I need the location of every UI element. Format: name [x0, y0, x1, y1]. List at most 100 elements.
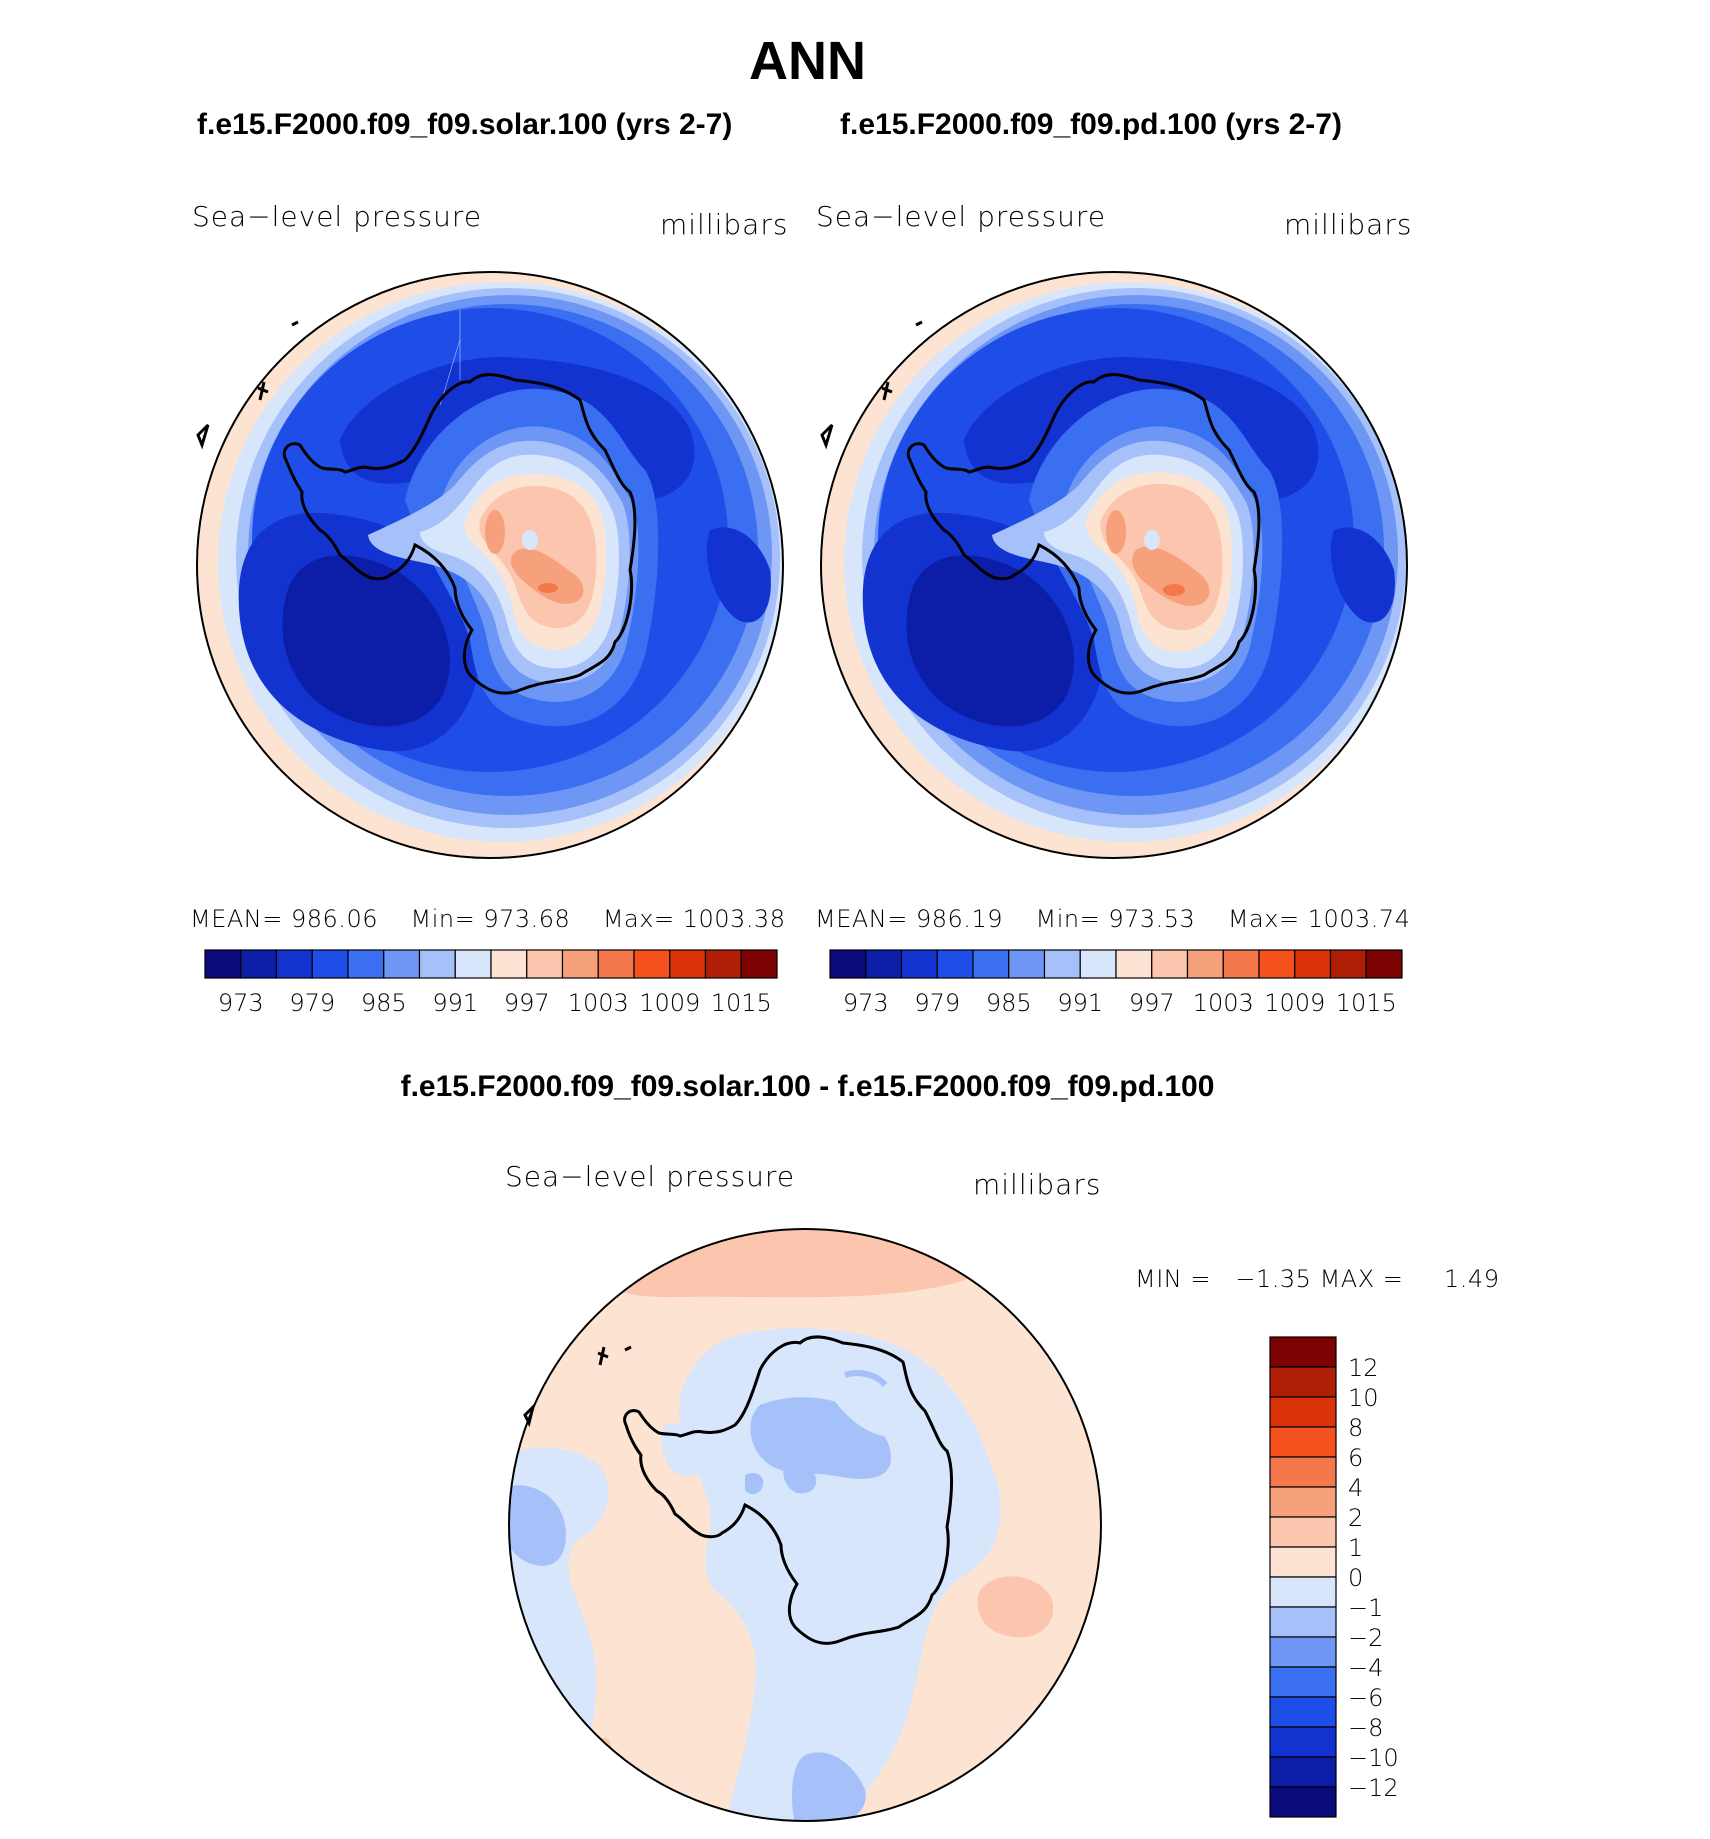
negative-anomaly [792, 1752, 866, 1821]
antarctica-coastline [282, 373, 637, 695]
diff-units-label: millibars [973, 1168, 1102, 1201]
negative-anomaly [844, 1370, 888, 1388]
colorbar-tick-label: 1015 [1336, 989, 1397, 1015]
colorbar-tick-label: 973 [843, 989, 889, 1015]
panel1-mean-label: MEAN= [190, 905, 283, 933]
colorbar-swatch [669, 949, 707, 979]
colorbar-swatch [1329, 949, 1367, 979]
low-pressure-hole [1144, 530, 1160, 550]
panel2-map-border [820, 271, 1408, 859]
diff-map-border [508, 1228, 1102, 1822]
colorbar-swatch [383, 949, 421, 979]
antarctica-coastline [623, 1335, 954, 1645]
high-pressure-core [1163, 584, 1185, 596]
colorbar-swatch [865, 949, 903, 979]
colorbar-swatch [1269, 1636, 1337, 1668]
colorbar-tick-label: 1003 [568, 989, 629, 1015]
colorbar-tick-label: 1 [1348, 1534, 1363, 1562]
diff-title: f.e15.F2000.f09_f09.solar.100 - f.e15.F2… [400, 1070, 1215, 1103]
colorbar-swatch [1269, 1426, 1337, 1458]
diff-min-label: MIN = [1135, 1265, 1211, 1293]
colorbar-swatch [1222, 949, 1260, 979]
antarctica-coastline [906, 373, 1261, 695]
colorbar-swatch [1151, 949, 1189, 979]
panel1-min-label: Min= [410, 905, 476, 933]
colorbar-swatch [704, 949, 742, 979]
colorbar-swatch [1008, 949, 1046, 979]
diff-variable-label: Sea−level pressure [505, 1160, 796, 1193]
colorbar-swatch [1079, 949, 1117, 979]
colorbar-tick-label: 973 [218, 989, 264, 1015]
colorbar-swatch [900, 949, 938, 979]
high-pressure-core [1132, 546, 1210, 606]
continent-edge-coastline [820, 423, 834, 450]
island-coastline [257, 381, 269, 401]
colorbar-tick-label: 997 [504, 989, 550, 1015]
colorbar-swatch [829, 949, 867, 979]
panel2-max-label: Max= [1227, 905, 1300, 933]
panel2-map [820, 271, 1408, 859]
island-coastline [881, 381, 893, 401]
panel1-map [196, 271, 784, 859]
colorbar-swatch [1269, 1456, 1337, 1488]
panel2-variable-label: Sea−level pressure [816, 200, 1107, 233]
low-pressure-core [706, 527, 771, 623]
panel1-max-value: 1003.38 [682, 905, 786, 933]
positive-anomaly [592, 1229, 984, 1298]
colorbar-swatch [1269, 1756, 1337, 1788]
panel2-min-label: Min= [1035, 905, 1101, 933]
colorbar-swatch [1269, 1666, 1337, 1698]
colorbar-swatch [1269, 1396, 1337, 1428]
diff-minmax: MIN = −1.35 MAX = 1.49 [1135, 1265, 1499, 1293]
island-coastline [291, 320, 299, 327]
panel1-units-label: millibars [660, 208, 789, 241]
colorbar-tick-label: 979 [914, 989, 960, 1015]
colorbar-tick-label: −10 [1348, 1744, 1399, 1772]
colorbar-tick-label: 2 [1348, 1504, 1363, 1532]
colorbar-swatch [240, 949, 278, 979]
colorbar-tick-label: 8 [1348, 1414, 1363, 1442]
low-pressure-core [282, 555, 450, 727]
colorbar-swatch [1269, 1366, 1337, 1398]
panel1-subtitle: f.e15.F2000.f09_f09.solar.100 (yrs 2-7) [197, 108, 733, 141]
colorbar-swatch [633, 949, 671, 979]
panel2-mean-label: MEAN= [815, 905, 908, 933]
colorbar-swatch [1365, 949, 1403, 979]
colorbar-swatch [204, 949, 242, 979]
colorbar-tick-label: 1009 [639, 989, 700, 1015]
colorbar-swatch [936, 949, 974, 979]
negative-anomaly [509, 1485, 566, 1566]
negative-anomaly [660, 1423, 706, 1477]
colorbar-tick-label: −12 [1348, 1774, 1399, 1802]
negative-anomaly [830, 1392, 901, 1437]
panel2-max-value: 1003.74 [1307, 905, 1411, 933]
colorbar-tick-label: −6 [1348, 1684, 1383, 1712]
colorbar-swatch [1043, 949, 1081, 979]
colorbar-tick-label: 991 [432, 989, 478, 1015]
colorbar-swatch [490, 949, 528, 979]
positive-anomaly [977, 1576, 1054, 1638]
colorbar-tick-label: 997 [1129, 989, 1175, 1015]
colorbar-swatch [1115, 949, 1153, 979]
panel2-units-label: millibars [1284, 208, 1413, 241]
negative-anomaly [783, 1461, 817, 1494]
colorbar-tick-label: −4 [1348, 1654, 1383, 1682]
colorbar-swatch [1269, 1726, 1337, 1758]
colorbar-swatch [526, 949, 564, 979]
panel1-max-label: Max= [602, 905, 675, 933]
colorbar-swatch [1269, 1486, 1337, 1518]
positive-anomaly [545, 1737, 612, 1821]
colorbar-tick-label: −2 [1348, 1624, 1383, 1652]
panel1-min-value: 973.68 [483, 905, 571, 933]
panel2-contours [821, 272, 1407, 858]
panel1-variable-label: Sea−level pressure [192, 200, 483, 233]
panel1-stats: MEAN= 986.06 Min= 973.68 Max= 1003.38 [190, 905, 785, 933]
colorbar-swatch [1269, 1606, 1337, 1638]
panel2-stats: MEAN= 986.19 Min= 973.53 Max= 1003.74 [815, 905, 1410, 933]
colorbar-tick-label: 10 [1348, 1384, 1379, 1412]
colorbar-swatch [597, 949, 635, 979]
colorbar-swatch [347, 949, 385, 979]
colorbar-swatch [1294, 949, 1332, 979]
panel1-map-border [196, 271, 784, 859]
